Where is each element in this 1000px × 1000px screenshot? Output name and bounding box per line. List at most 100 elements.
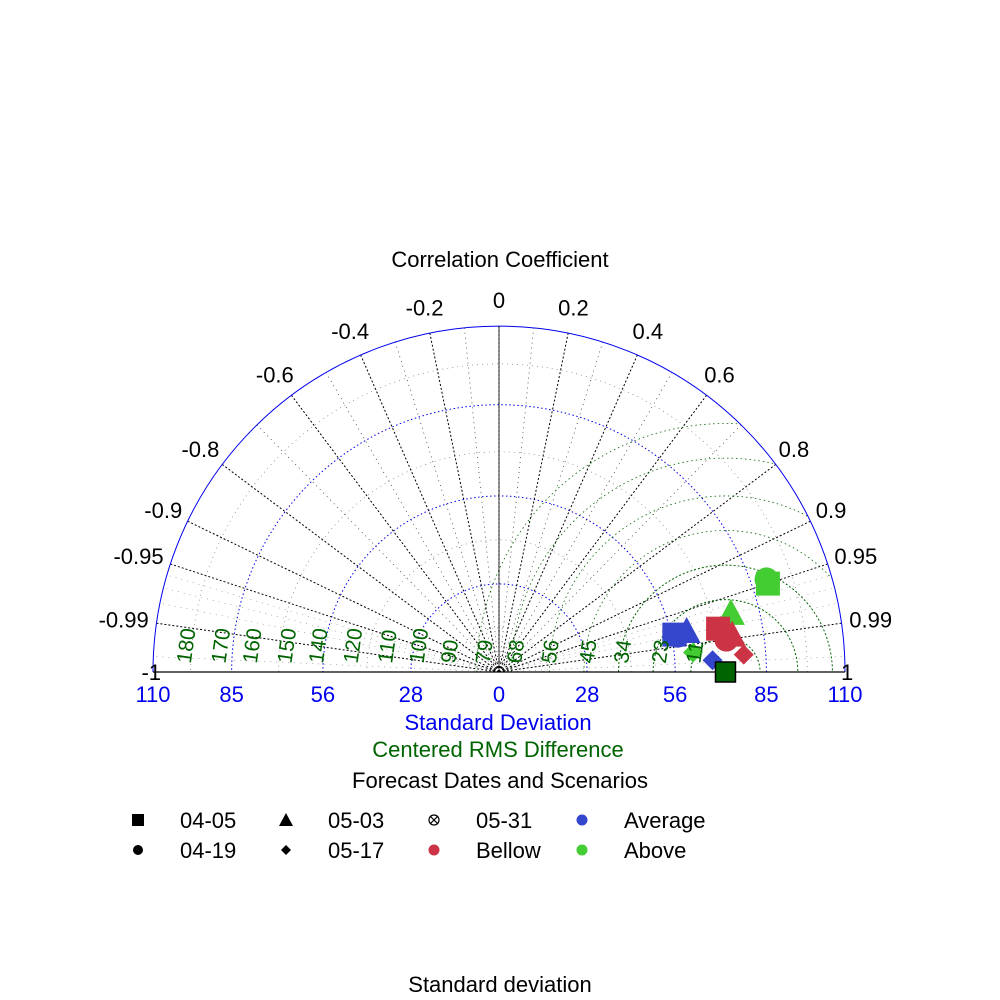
corr-grid-line	[156, 622, 500, 673]
corr-tick-label: 0.6	[704, 362, 735, 387]
rms-arcs	[476, 423, 845, 672]
corr-minor-line	[498, 341, 604, 673]
corr-tick-label: 0.8	[779, 437, 810, 462]
sd-tick-label: 0	[493, 682, 505, 707]
dot-icon	[428, 844, 440, 856]
rms-circle	[690, 636, 761, 672]
rms-tick-label: 56	[538, 638, 564, 664]
corr-grid-line	[360, 354, 500, 673]
corr-tick-label: 0.99	[849, 608, 892, 633]
corr-tick-label: -0.95	[113, 544, 163, 569]
legend-label: 04-05	[180, 808, 237, 833]
corr-grid-line	[187, 520, 500, 673]
rms-tick-label: 34	[610, 638, 636, 665]
rms-tick-label: 23	[648, 638, 674, 664]
sd-tick-label: 85	[219, 682, 243, 707]
legend-title: Forecast Dates and Scenarios	[352, 768, 648, 793]
corr-tick-label: -1	[141, 660, 161, 685]
corr-tick-label: 0	[493, 288, 505, 313]
rms-tick-label: 79	[472, 638, 498, 664]
corr-tick-label: -0.9	[144, 498, 182, 523]
legend-label: 05-31	[476, 808, 533, 833]
corr-minor-line	[498, 587, 835, 673]
crossed-circle-icon	[428, 814, 440, 826]
rms-tick-label: 120	[340, 627, 368, 665]
rms-circle	[618, 564, 833, 672]
corr-tick-label: -0.4	[331, 319, 369, 344]
corr-grid-line	[498, 520, 811, 673]
corr-minor-line	[394, 341, 500, 673]
corr-grid-line	[498, 463, 777, 673]
corr-minor-line	[159, 602, 500, 673]
sd-tick-label: 110	[135, 682, 170, 707]
grid-layer	[152, 325, 846, 673]
corr-minor-line	[498, 656, 845, 673]
rms-circle	[652, 599, 799, 672]
corr-grid-line	[498, 622, 842, 673]
corr-tick-label: 0.4	[633, 319, 664, 344]
sd-grid-circle	[231, 404, 767, 673]
rms-circle	[511, 457, 845, 672]
corr-tick-label: -0.99	[99, 608, 149, 633]
corr-grid-line	[498, 354, 638, 673]
corr-tick-label: 0.95	[834, 544, 877, 569]
corr-minor-line	[498, 602, 839, 673]
corr-grid-line	[170, 563, 500, 673]
sd-tick-label: 110	[827, 682, 862, 707]
corr-minor-line	[498, 424, 742, 673]
corr-grid-line	[429, 332, 500, 673]
rms-tick-label: 140	[305, 627, 333, 665]
rms-tick-label: 180	[173, 627, 201, 665]
sd-tick-label: 85	[754, 682, 778, 707]
legend-label: Above	[624, 838, 687, 863]
chart-title: Correlation Coefficient	[391, 247, 608, 272]
data-point-bellow	[718, 620, 747, 647]
corr-tick-label: 1	[841, 660, 853, 685]
sd-tick-label: 28	[575, 682, 599, 707]
corr-grid-line	[498, 332, 569, 673]
corr-tick-label: -0.6	[256, 362, 294, 387]
sd-tick-label: 56	[311, 682, 335, 707]
rms-circle	[583, 530, 845, 672]
sd-tick-label: 56	[663, 682, 687, 707]
rms-tick-label: 45	[576, 638, 602, 664]
sd-tick-label: 28	[399, 682, 423, 707]
circle-icon	[133, 845, 143, 855]
corr-tick-label: 0.2	[558, 296, 589, 321]
reference-point	[714, 661, 737, 683]
footer-label: Standard deviation	[408, 972, 592, 997]
rms-tick-label: 110	[374, 628, 401, 664]
diamond-icon	[281, 845, 291, 855]
corr-grid-line	[498, 394, 707, 673]
rms-tick-label: 68	[503, 638, 529, 664]
data-point-above	[754, 567, 779, 592]
data-point-average	[672, 616, 701, 643]
corr-tick-label: -0.2	[406, 296, 444, 321]
corr-minor-line	[498, 372, 673, 673]
corr-minor-line	[163, 587, 500, 673]
rms-tick-label: 100	[406, 627, 434, 665]
corr-minor-line	[166, 574, 500, 673]
triangle-icon	[279, 813, 293, 826]
legend-label: 04-19	[180, 838, 237, 863]
corr-minor-line	[498, 327, 534, 673]
rms-axis-title: Centered RMS Difference	[372, 737, 624, 762]
rms-tick-label: 170	[208, 627, 236, 665]
corr-grid-line	[221, 463, 500, 673]
data-point-above	[683, 642, 704, 663]
corr-minor-line	[153, 656, 500, 673]
corr-minor-line	[464, 327, 500, 673]
dot-icon	[576, 844, 588, 856]
rms-tick-label: 150	[274, 627, 302, 665]
data-point-bellow	[733, 644, 754, 665]
corr-grid-line	[290, 394, 500, 673]
corr-tick-label: -0.8	[181, 437, 219, 462]
legend-label: 05-17	[328, 838, 385, 863]
rms-tick-label: 11	[682, 640, 708, 665]
legend-label: Bellow	[476, 838, 541, 863]
rms-tick-label: 160	[239, 627, 267, 665]
square-icon	[132, 814, 144, 826]
legend-label: 05-03	[328, 808, 385, 833]
axis-labels: 110 85 56 28 0 28 56 85 110-1-0.99-0.95-0.9-0.8-…	[99, 288, 893, 707]
